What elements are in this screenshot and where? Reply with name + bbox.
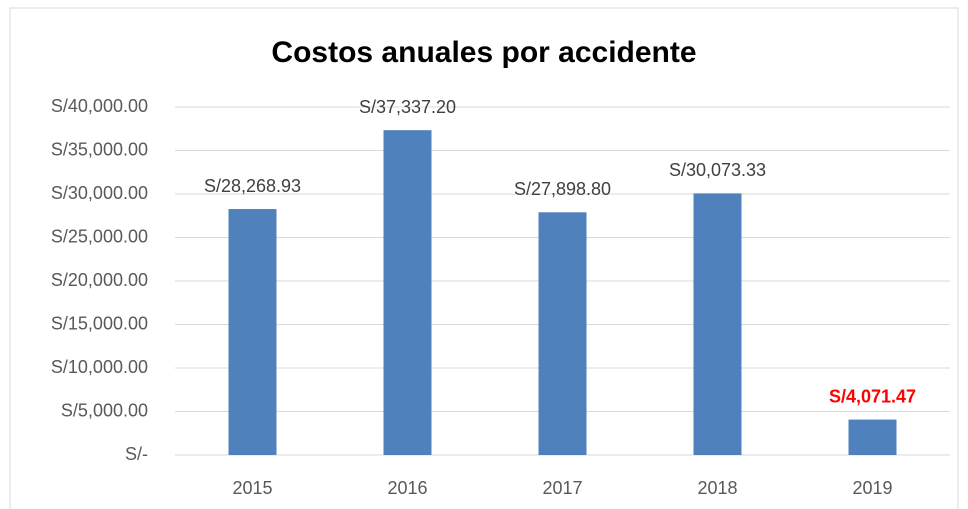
value-label: S/28,268.93 [204,176,301,196]
value-label: S/37,337.20 [359,97,456,117]
bar [848,419,897,455]
y-tick-label: S/20,000.00 [51,270,148,290]
value-label: S/4,071.47 [829,386,916,406]
x-tick-label: 2019 [852,478,892,498]
y-tick-label: S/40,000.00 [51,96,148,116]
y-tick-label: S/15,000.00 [51,313,148,333]
y-tick-label: S/5,000.00 [61,400,148,420]
bar [228,209,277,455]
bar [383,130,432,455]
y-tick-label: S/10,000.00 [51,357,148,377]
y-tick-label: S/- [125,444,148,464]
bar [693,193,742,455]
y-tick-label: S/25,000.00 [51,226,148,246]
chart-title: Costos anuales por accidente [271,36,696,69]
value-label: S/27,898.80 [514,179,611,199]
y-tick-label: S/30,000.00 [51,183,148,203]
chart-border [9,7,959,509]
x-tick-label: 2018 [697,478,737,498]
x-tick-label: 2015 [232,478,272,498]
value-label: S/30,073.33 [669,160,766,180]
x-tick-label: 2016 [387,478,427,498]
bar [538,212,587,455]
x-tick-label: 2017 [542,478,582,498]
y-tick-label: S/35,000.00 [51,139,148,159]
